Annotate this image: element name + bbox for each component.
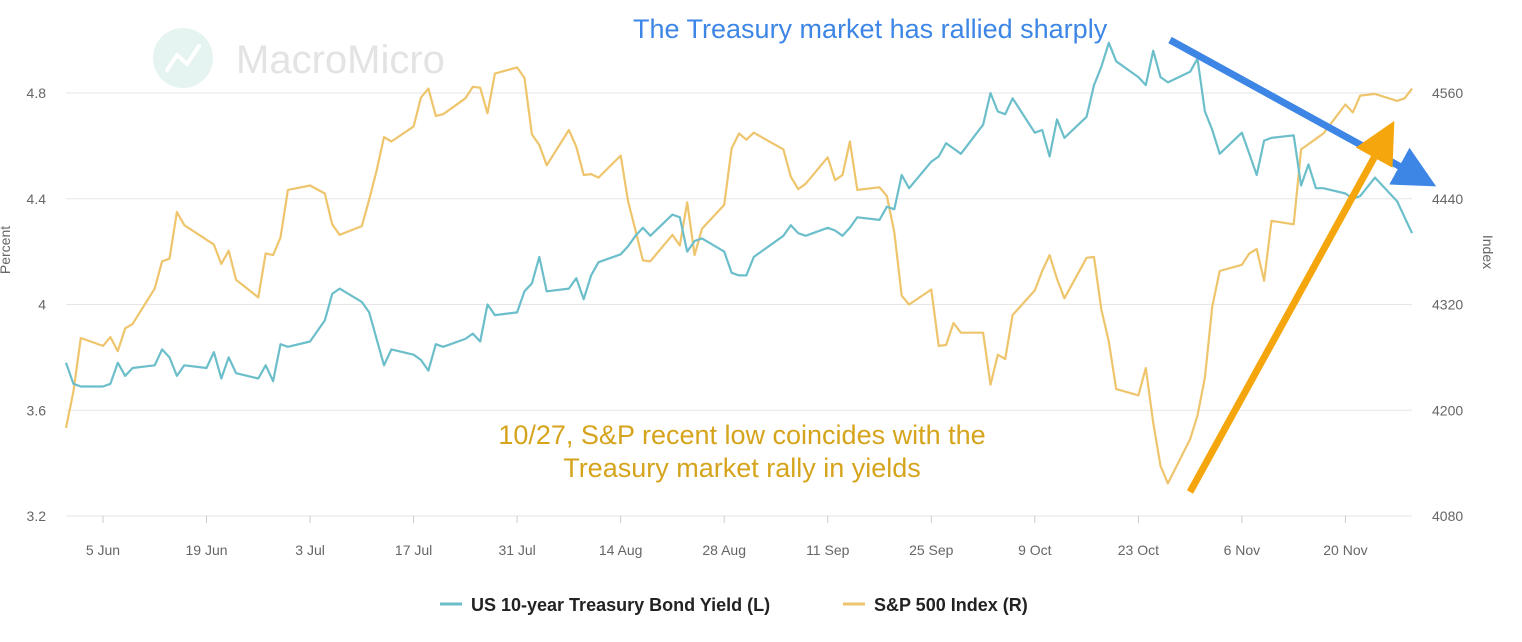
logo-text: MacroMicro bbox=[236, 38, 445, 82]
blue-annotation-text: The Treasury market has rallied sharply bbox=[633, 14, 1108, 44]
legend: US 10-year Treasury Bond Yield (L) S&P 5… bbox=[440, 595, 1028, 615]
x-tick-label: 23 Oct bbox=[1118, 542, 1159, 558]
logo-chart-icon-line bbox=[165, 44, 201, 72]
left-tick-label: 4.8 bbox=[27, 85, 47, 101]
left-axis-ticks: 3.2 3.6 4 4.4 4.8 bbox=[27, 85, 47, 524]
x-tick-label: 19 Jun bbox=[185, 542, 227, 558]
right-tick-label: 4560 bbox=[1432, 85, 1463, 101]
left-tick-label: 4 bbox=[38, 297, 46, 313]
right-axis-ticks: 4080 4200 4320 4440 4560 bbox=[1432, 85, 1463, 524]
x-tick-label: 20 Nov bbox=[1323, 542, 1367, 558]
gold-annotation-arrow bbox=[1186, 120, 1395, 494]
gridlines bbox=[66, 92, 1412, 517]
x-tick-label: 17 Jul bbox=[395, 542, 432, 558]
left-tick-label: 4.4 bbox=[27, 191, 47, 207]
x-tick-label: 28 Aug bbox=[702, 542, 746, 558]
macromicro-logo: MacroMicro bbox=[153, 28, 445, 88]
x-axis: 5 Jun 19 Jun 3 Jul 17 Jul 31 Jul 14 Aug 28 Aug… bbox=[86, 516, 1368, 558]
x-tick-label: 11 Sep bbox=[806, 542, 850, 558]
x-tick-label: 3 Jul bbox=[295, 542, 325, 558]
left-axis-title: Percent bbox=[0, 226, 13, 274]
right-tick-label: 4440 bbox=[1432, 191, 1463, 207]
x-tick-label: 14 Aug bbox=[599, 542, 643, 558]
sp500-series-line bbox=[64, 66, 1413, 485]
legend-label-yield: US 10-year Treasury Bond Yield (L) bbox=[471, 595, 770, 615]
right-tick-label: 4200 bbox=[1432, 402, 1463, 418]
x-tick-label: 25 Sep bbox=[909, 542, 954, 558]
x-tick-label: 5 Jun bbox=[86, 542, 120, 558]
x-tick-label: 9 Oct bbox=[1018, 542, 1052, 558]
yield-series-line bbox=[64, 41, 1413, 388]
x-tick-label: 6 Nov bbox=[1224, 542, 1261, 558]
left-tick-label: 3.6 bbox=[27, 402, 47, 418]
gold-annotation-line-2: Treasury market rally in yields bbox=[563, 453, 921, 483]
right-tick-label: 4320 bbox=[1432, 297, 1463, 313]
left-tick-label: 3.2 bbox=[27, 508, 47, 524]
legend-label-sp500: S&P 500 Index (R) bbox=[874, 595, 1028, 615]
gold-annotation-line-1: 10/27, S&P recent low coincides with the bbox=[498, 420, 985, 450]
right-axis-title: Index bbox=[1480, 235, 1496, 269]
right-tick-label: 4080 bbox=[1432, 508, 1463, 524]
x-tick-label: 31 Jul bbox=[498, 542, 535, 558]
